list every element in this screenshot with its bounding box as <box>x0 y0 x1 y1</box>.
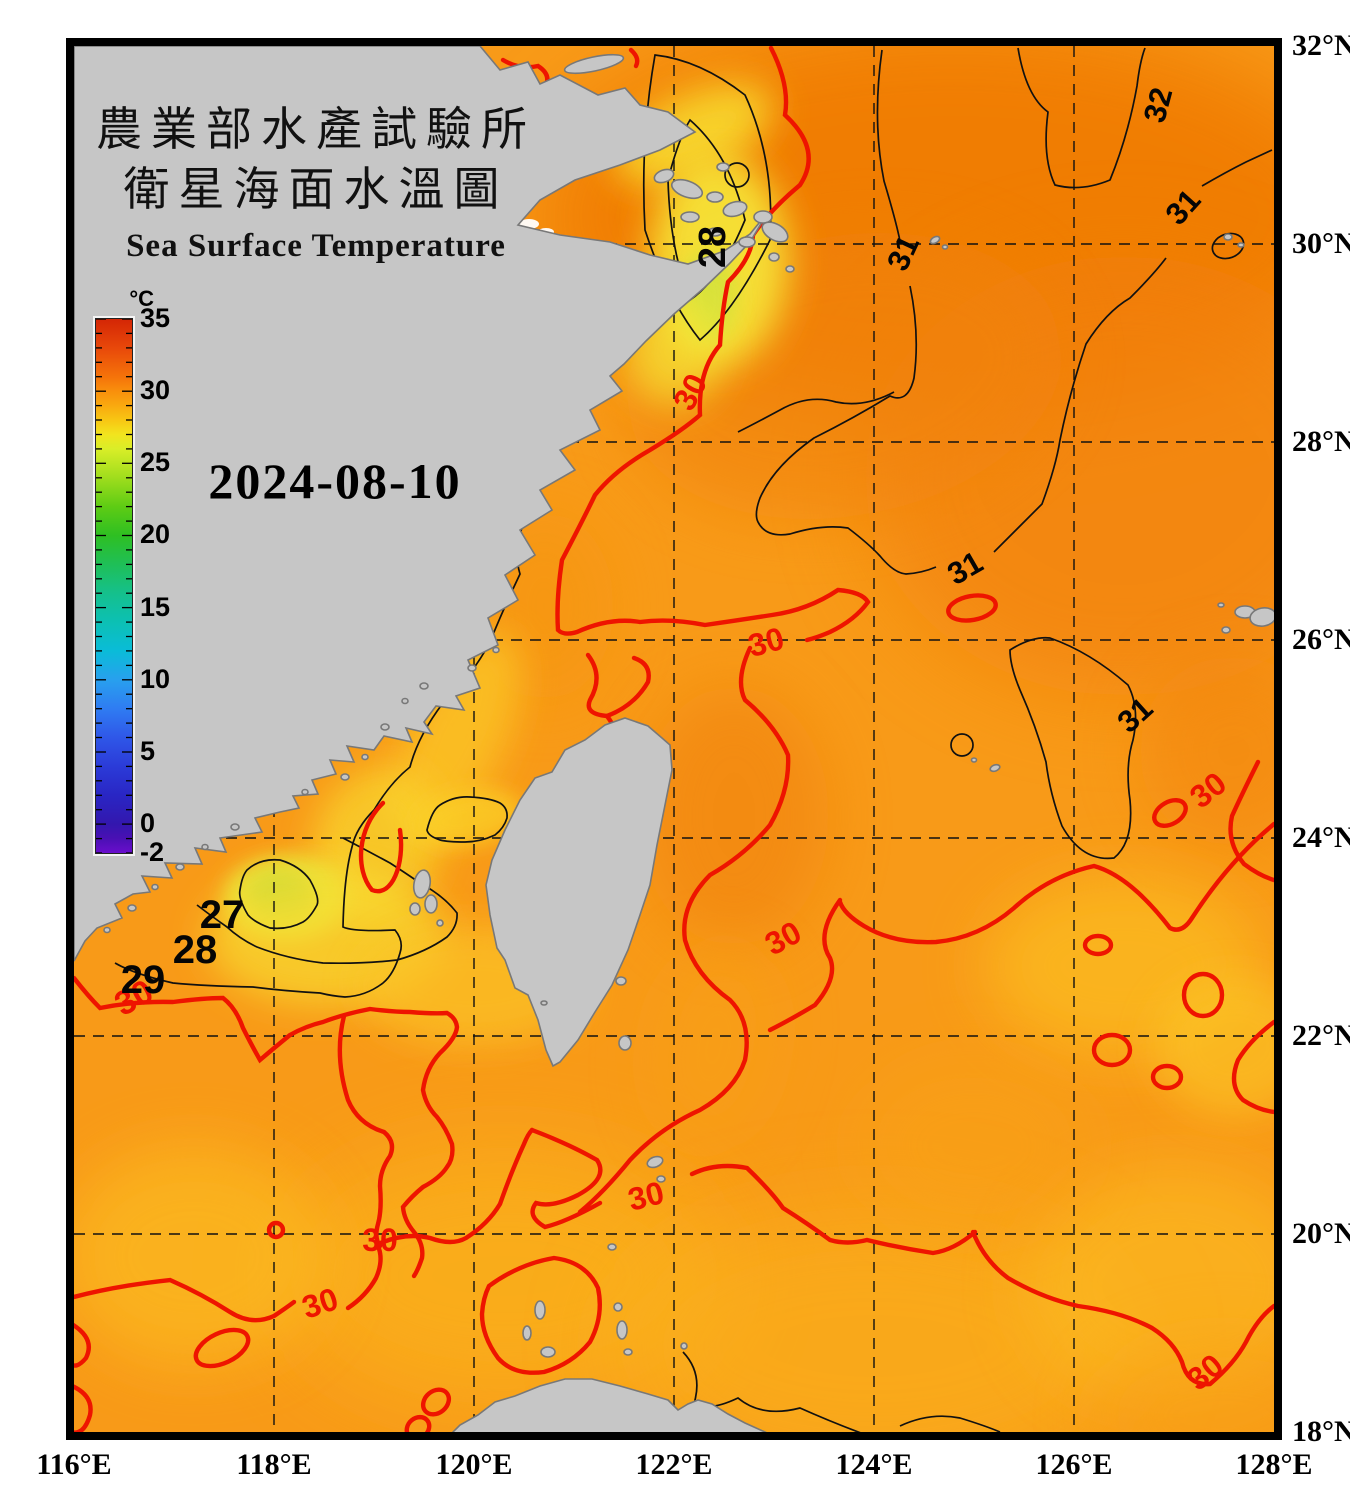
lat-label-20: 20°N <box>1292 1217 1350 1250</box>
colorbar-value-label: 15 <box>140 591 171 622</box>
lat-label-26: 26°N <box>1292 623 1350 656</box>
colorbar-value-label: 30 <box>140 375 171 406</box>
colorbar-value-label: 5 <box>140 735 156 766</box>
colorbar-value-label: 35 <box>140 303 171 333</box>
lon-label-116: 116°E <box>36 1448 112 1481</box>
lat-label-24: 24°N <box>1292 821 1350 854</box>
contour-label-27: 27 <box>200 893 245 937</box>
lat-label-18: 18°N <box>1292 1415 1350 1448</box>
lat-label-22: 22°N <box>1292 1019 1350 1052</box>
lat-label-30: 30°N <box>1292 227 1350 260</box>
colorbar-gradient <box>96 319 132 853</box>
colorbar-ticks <box>96 319 132 853</box>
contour-label-30: 30 <box>624 1174 667 1218</box>
lon-label-122: 122°E <box>635 1448 713 1481</box>
title-line1: 農業部水產試驗所 <box>96 104 536 155</box>
date-label: 2024-08-10 <box>208 453 462 509</box>
contour-label-28: 28 <box>692 226 734 268</box>
lon-label-118: 118°E <box>236 1448 312 1481</box>
contour-label-30: 30 <box>362 1222 398 1258</box>
lon-label-126: 126°E <box>1035 1448 1113 1481</box>
title-block: 農業部水產試驗所 衛星海面水溫圖 Sea Surface Temperature <box>96 100 536 265</box>
lat-label-28: 28°N <box>1292 425 1350 458</box>
title-line2: 衛星海面水溫圖 <box>123 164 509 215</box>
colorbar-value-label: 25 <box>140 447 171 478</box>
colorbar-value-label: 10 <box>140 663 171 694</box>
colorbar <box>93 316 135 856</box>
lon-label-124: 124°E <box>835 1448 913 1481</box>
land-luzon <box>451 1378 767 1432</box>
contour-label-29: 29 <box>121 958 166 1002</box>
contour-label-28: 28 <box>173 928 218 972</box>
colorbar-value-label: -2 <box>140 837 165 867</box>
colorbar-value-label: 20 <box>140 519 171 550</box>
colorbar-unit: °C <box>129 286 154 311</box>
islands <box>103 53 1274 1358</box>
lon-label-128: 128°E <box>1235 1448 1313 1481</box>
map-frame <box>66 38 1282 1440</box>
colorbar-value-label: 0 <box>140 808 156 839</box>
land-taiwan <box>485 717 673 1068</box>
land-masses <box>74 46 1274 1432</box>
title-line3: Sea Surface Temperature <box>126 228 506 264</box>
lat-label-32: 32°N <box>1292 29 1350 62</box>
lon-label-120: 120°E <box>435 1448 513 1481</box>
land-china-mainland <box>74 46 769 962</box>
